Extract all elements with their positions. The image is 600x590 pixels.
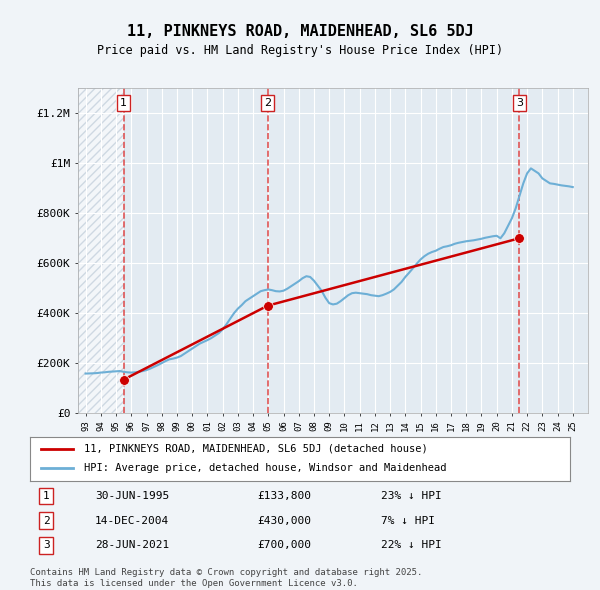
- Text: Contains HM Land Registry data © Crown copyright and database right 2025.: Contains HM Land Registry data © Crown c…: [30, 568, 422, 576]
- Text: £133,800: £133,800: [257, 491, 311, 501]
- Text: 1: 1: [120, 98, 127, 108]
- Text: 7% ↓ HPI: 7% ↓ HPI: [381, 516, 435, 526]
- Text: 30-JUN-1995: 30-JUN-1995: [95, 491, 169, 501]
- Text: 1: 1: [43, 491, 50, 501]
- Text: This data is licensed under the Open Government Licence v3.0.: This data is licensed under the Open Gov…: [30, 579, 358, 588]
- Text: Price paid vs. HM Land Registry's House Price Index (HPI): Price paid vs. HM Land Registry's House …: [97, 44, 503, 57]
- Text: 11, PINKNEYS ROAD, MAIDENHEAD, SL6 5DJ: 11, PINKNEYS ROAD, MAIDENHEAD, SL6 5DJ: [127, 24, 473, 38]
- Text: 22% ↓ HPI: 22% ↓ HPI: [381, 540, 442, 550]
- Text: 3: 3: [43, 540, 50, 550]
- Text: 11, PINKNEYS ROAD, MAIDENHEAD, SL6 5DJ (detached house): 11, PINKNEYS ROAD, MAIDENHEAD, SL6 5DJ (…: [84, 444, 428, 454]
- Text: £700,000: £700,000: [257, 540, 311, 550]
- Bar: [78, 88, 124, 413]
- Text: £430,000: £430,000: [257, 516, 311, 526]
- Bar: [124, 88, 588, 413]
- Text: 28-JUN-2021: 28-JUN-2021: [95, 540, 169, 550]
- Text: 2: 2: [43, 516, 50, 526]
- Text: 23% ↓ HPI: 23% ↓ HPI: [381, 491, 442, 501]
- Text: 3: 3: [516, 98, 523, 108]
- Text: 14-DEC-2004: 14-DEC-2004: [95, 516, 169, 526]
- Text: HPI: Average price, detached house, Windsor and Maidenhead: HPI: Average price, detached house, Wind…: [84, 464, 446, 473]
- Text: 2: 2: [264, 98, 271, 108]
